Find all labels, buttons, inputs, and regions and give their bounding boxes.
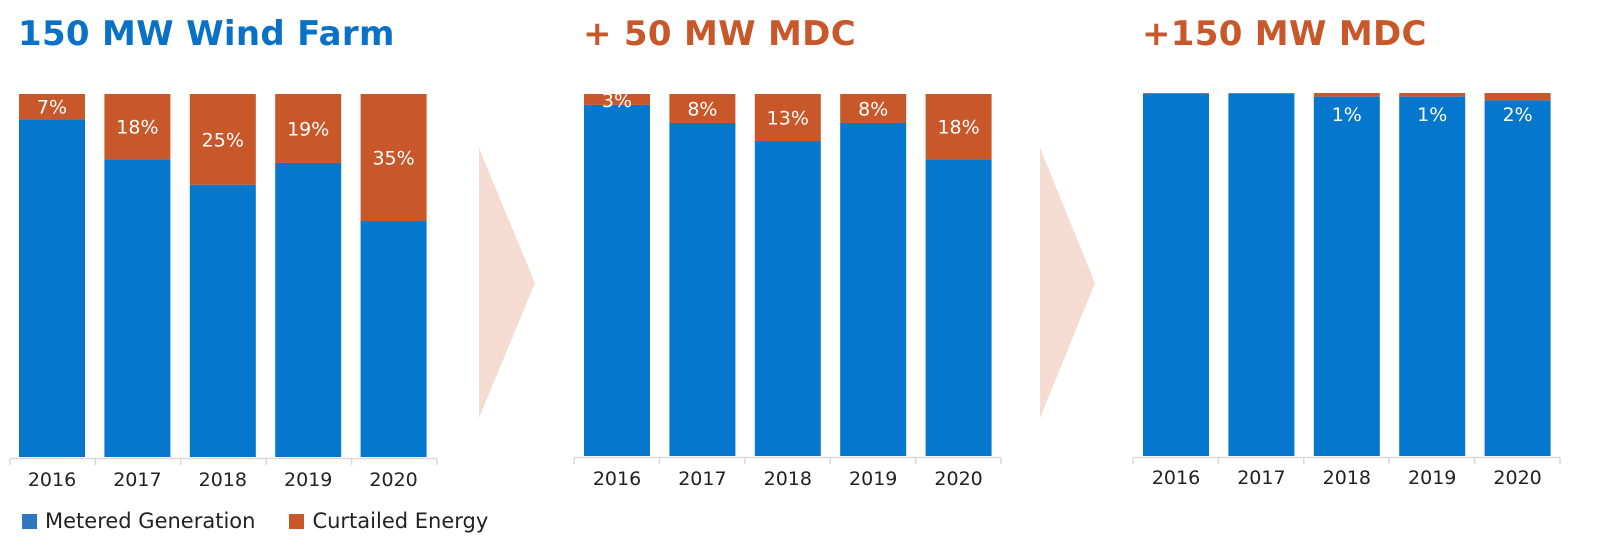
x-tick-label-2017: 2017	[1237, 467, 1285, 489]
data-label-2019: 1%	[1417, 104, 1447, 126]
bar-metered-2016	[1143, 93, 1209, 456]
data-label-2017: 18%	[116, 117, 158, 139]
bar-curtailed-2016	[584, 94, 650, 105]
x-tick-label-2019: 2019	[1408, 467, 1456, 489]
data-label-2018: 25%	[202, 129, 244, 151]
x-tick-label-2018: 2018	[199, 469, 247, 491]
x-tick-label-2020: 2020	[1493, 467, 1541, 489]
x-tick-label-2019: 2019	[849, 468, 897, 490]
data-label-2020: 2%	[1503, 104, 1533, 126]
x-tick-label-2020: 2020	[369, 469, 417, 491]
bar-curtailed-2019	[840, 94, 907, 123]
x-tick-label-2017: 2017	[678, 468, 726, 490]
bar-curtailed-2019	[275, 94, 342, 163]
chart-title-150mw-mdc: +150 MW MDC	[1142, 14, 1427, 54]
x-tick-label-2018: 2018	[764, 468, 812, 490]
x-tick-label-2017: 2017	[113, 469, 161, 491]
bar-metered-2017	[1228, 93, 1295, 456]
x-tick-label-2016: 2016	[593, 468, 641, 490]
bar-metered-2016	[19, 119, 85, 457]
bar-metered-2017	[669, 122, 736, 457]
bar-curtailed-2017	[104, 94, 171, 160]
bar-metered-2017	[104, 159, 171, 457]
x-tick-label-2016: 2016	[28, 469, 76, 491]
chart-title-50mw-mdc: + 50 MW MDC	[583, 14, 856, 54]
bar-metered-2020	[360, 221, 427, 457]
data-label-2016: 3%	[602, 90, 632, 112]
legend-item-curtailed: Curtailed Energy	[289, 509, 488, 533]
bar-curtailed-2016	[19, 94, 85, 120]
bar-curtailed-2018	[189, 94, 256, 185]
bar-curtailed-2018	[1313, 93, 1380, 97]
x-tick-label-2020: 2020	[934, 468, 982, 490]
bar-curtailed-2017	[1228, 93, 1295, 94]
bar-metered-2016	[584, 104, 650, 457]
bar-metered-2020	[1484, 100, 1551, 456]
data-label-2018: 13%	[767, 108, 809, 130]
data-label-2020: 18%	[937, 117, 979, 139]
legend-item-metered: Metered Generation	[22, 509, 255, 533]
data-label-2018: 1%	[1332, 104, 1362, 126]
chart-title-wind-farm: 150 MW Wind Farm	[18, 14, 395, 54]
bar-metered-2019	[1399, 96, 1466, 456]
bar-curtailed-2018	[754, 94, 821, 142]
bar-curtailed-2016	[1143, 93, 1209, 94]
bar-curtailed-2017	[669, 94, 736, 123]
data-label-2020: 35%	[372, 148, 414, 170]
data-label-2016: 7%	[37, 97, 67, 119]
x-tick-label-2016: 2016	[1152, 467, 1200, 489]
bar-curtailed-2019	[1399, 93, 1466, 97]
bar-curtailed-2020	[925, 94, 992, 160]
bar-metered-2018	[754, 141, 821, 456]
bar-metered-2018	[189, 184, 256, 457]
legend-swatch-curtailed	[289, 513, 305, 529]
bar-curtailed-2020	[360, 94, 427, 222]
data-label-2019: 19%	[287, 118, 329, 140]
legend-label-metered: Metered Generation	[45, 509, 256, 533]
x-tick-label-2019: 2019	[284, 469, 332, 491]
bar-metered-2019	[840, 122, 907, 457]
transition-arrow-2	[1040, 148, 1095, 418]
legend-label-curtailed: Curtailed Energy	[312, 509, 489, 533]
data-label-2017: 8%	[687, 98, 717, 120]
bar-metered-2020	[925, 159, 992, 456]
bar-metered-2018	[1313, 96, 1380, 456]
transition-arrow-1	[479, 148, 535, 418]
data-label-2019: 8%	[858, 98, 888, 120]
bar-curtailed-2020	[1484, 93, 1551, 101]
x-tick-label-2018: 2018	[1323, 467, 1371, 489]
legend-swatch-metered	[22, 513, 37, 529]
bar-metered-2019	[275, 162, 342, 457]
legend: Metered Generation Curtailed Energy	[22, 509, 522, 533]
